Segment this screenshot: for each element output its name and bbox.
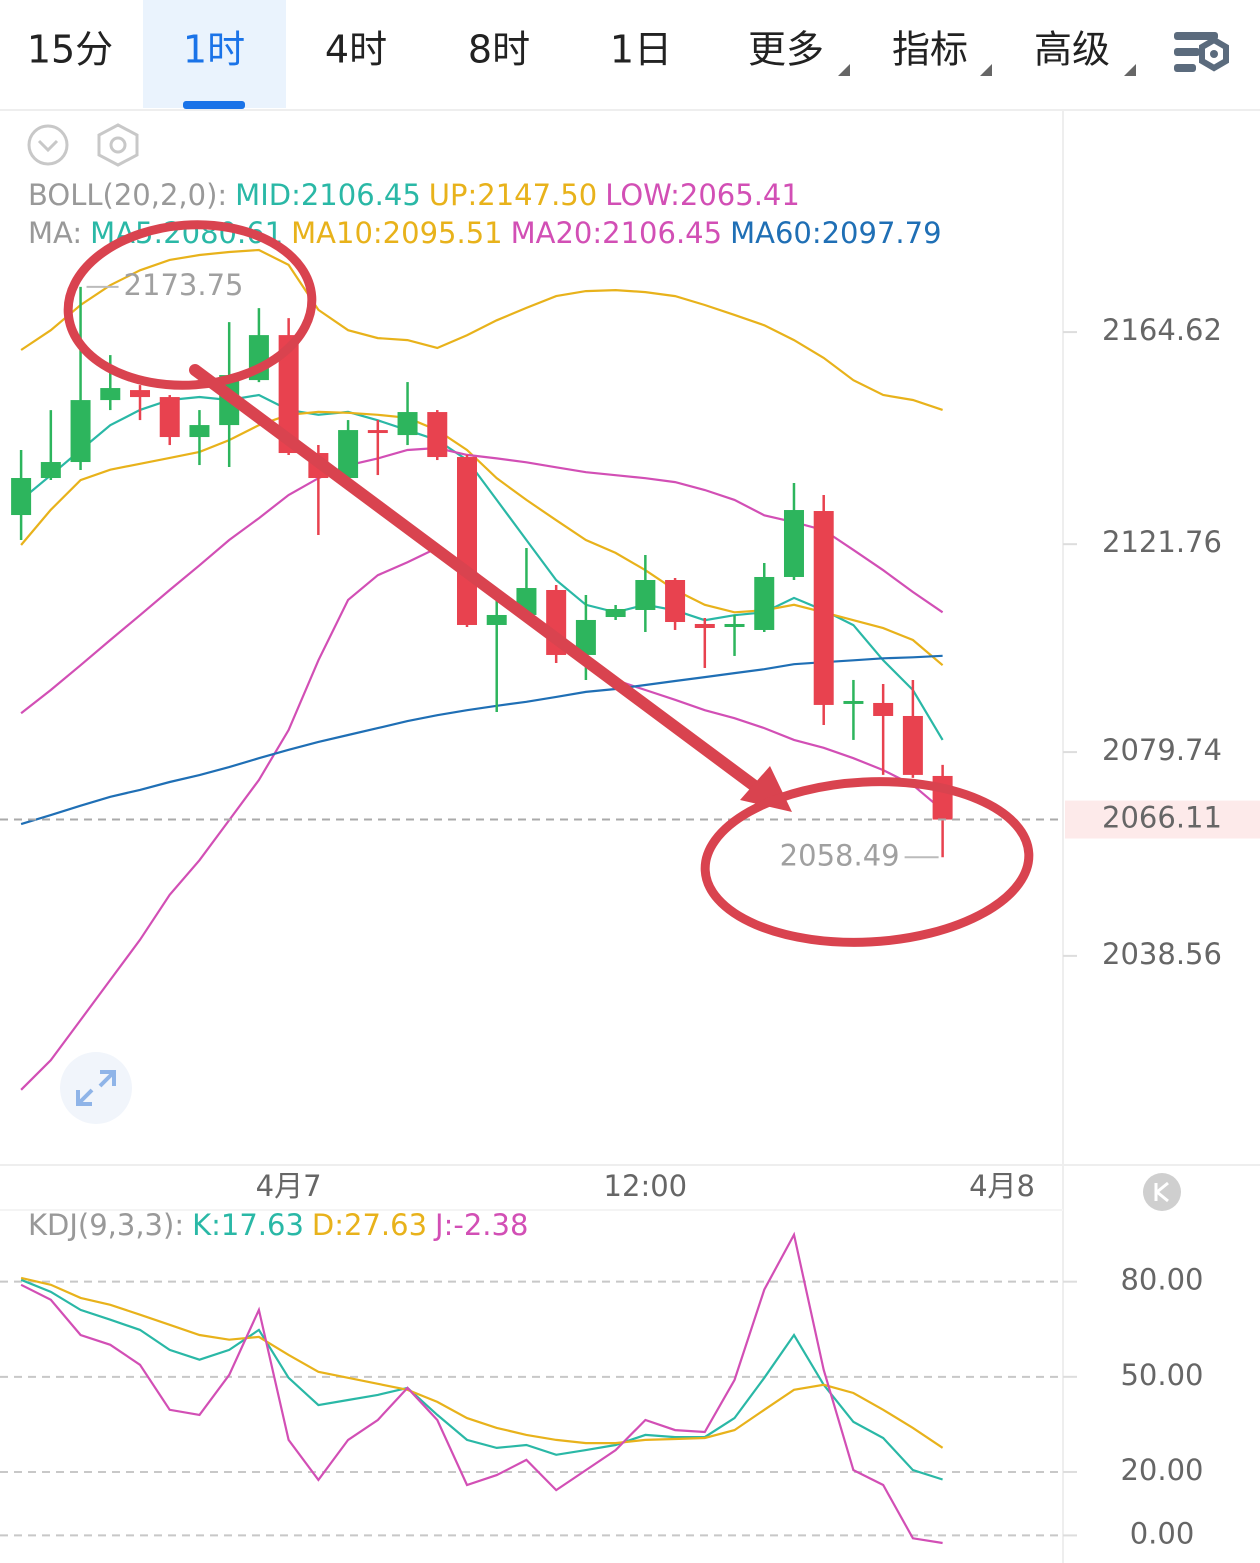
expand-icon[interactable] <box>60 1052 132 1124</box>
indicator-value: MID:2106.45 <box>235 178 421 212</box>
indicator-value: D:27.63 <box>312 1208 427 1242</box>
x-tick-label: 4月8 <box>969 1169 1035 1203</box>
candle-body <box>100 388 121 401</box>
indicator-value: MA60:2097.79 <box>730 216 941 250</box>
indicator-title: BOLL(20,2,0): <box>28 178 227 212</box>
k-icon[interactable] <box>1143 1173 1181 1211</box>
candle-body <box>427 412 448 458</box>
collapse-icon[interactable] <box>27 124 69 166</box>
active-tab-bg <box>143 0 286 108</box>
candle-body <box>338 430 359 479</box>
tab[interactable]: 4时 <box>325 28 387 72</box>
indicator-value: MA20:2106.45 <box>511 216 722 250</box>
candle-body <box>456 457 477 625</box>
tab[interactable]: 指标 <box>892 28 968 72</box>
indicator-value: LOW:2065.41 <box>605 178 800 212</box>
indicator-legend: MA: MA5:2080.61 MA10:2095.51 MA20:2106.45 MA… <box>28 216 942 250</box>
indicator-line <box>20 1231 943 1545</box>
settings-icon[interactable] <box>1174 32 1229 72</box>
candle-body <box>189 425 210 438</box>
tab[interactable]: 1时 <box>183 28 245 72</box>
tab[interactable]: 15分 <box>27 28 113 72</box>
tab[interactable]: 1日 <box>610 28 672 72</box>
candle-body <box>40 462 61 479</box>
y-tick-label: 20.00 <box>1120 1453 1203 1487</box>
indicator-title: KDJ(9,3,3): <box>28 1208 184 1242</box>
candle-body <box>724 623 745 628</box>
x-tick-label: 4月7 <box>256 1169 322 1203</box>
indicator-line <box>20 1278 943 1481</box>
candle-body <box>902 715 923 775</box>
indicator-value: UP:2147.50 <box>429 178 597 212</box>
dropdown-mark <box>838 64 850 76</box>
candle-body <box>70 400 91 463</box>
indicator-line <box>20 248 943 411</box>
y-tick-label: 0.00 <box>1130 1516 1195 1550</box>
settings-hex-icon[interactable] <box>97 123 139 167</box>
plots: BOLL(20,2,0): MID:2106.45 UP:2147.50 LOW:20… <box>0 178 1260 1550</box>
indicator-value: K:17.63 <box>192 1208 304 1242</box>
last-price-bg <box>1065 800 1260 839</box>
indicator-line <box>20 654 943 826</box>
dropdown-mark <box>980 64 992 76</box>
active-tab-underline <box>183 101 245 109</box>
candle-body <box>873 702 894 716</box>
last-price-label: 2066.11 <box>1102 801 1222 835</box>
candle-body <box>694 623 715 628</box>
indicator-title: MA: <box>28 216 82 250</box>
candle-body <box>397 412 418 436</box>
candle-body <box>843 700 864 704</box>
x-tick-label: 12:00 <box>604 1169 688 1203</box>
y-tick-label: 2079.74 <box>1102 733 1222 767</box>
candle-body <box>783 510 804 577</box>
dropdown-mark <box>1124 64 1136 76</box>
hand-drawn-annotation <box>63 220 1034 947</box>
candle-body <box>11 478 32 516</box>
candle-body <box>159 397 180 438</box>
candle-body <box>754 576 775 630</box>
y-tick-label: 50.00 <box>1120 1358 1203 1392</box>
indicator-line <box>20 410 944 667</box>
y-tick-label: 2121.76 <box>1102 525 1222 559</box>
indicator-value: MA10:2095.51 <box>291 216 502 250</box>
candle-body <box>575 619 596 655</box>
candle-body <box>813 511 834 705</box>
tab[interactable]: 8时 <box>468 28 530 72</box>
indicator-value: J:-2.38 <box>433 1208 528 1242</box>
candle-body <box>665 579 686 623</box>
indicator-legend: BOLL(20,2,0): MID:2106.45 UP:2147.50 LOW:20… <box>28 178 800 212</box>
candle-body <box>130 390 151 398</box>
min-label: 2058.49 <box>780 838 900 872</box>
tab[interactable]: 更多 <box>748 28 824 72</box>
tab[interactable]: 高级 <box>1034 28 1110 72</box>
candle-body <box>605 608 626 618</box>
candle-body <box>278 335 299 454</box>
y-tick-label: 2038.56 <box>1102 937 1222 971</box>
candle-body <box>486 614 507 625</box>
y-tick-label: 2164.62 <box>1102 313 1222 347</box>
tab-bar: 15分 1时 4时 8时 1日 更多 指标 高级 <box>0 0 1260 111</box>
y-tick-label: 80.00 <box>1120 1263 1203 1297</box>
max-label: 2173.75 <box>124 268 244 302</box>
candle-body <box>635 579 656 610</box>
candle-body <box>367 430 388 434</box>
indicator-line <box>20 1276 944 1449</box>
indicator-legend: KDJ(9,3,3): K:17.63 D:27.63 J:-2.38 <box>28 1208 528 1242</box>
